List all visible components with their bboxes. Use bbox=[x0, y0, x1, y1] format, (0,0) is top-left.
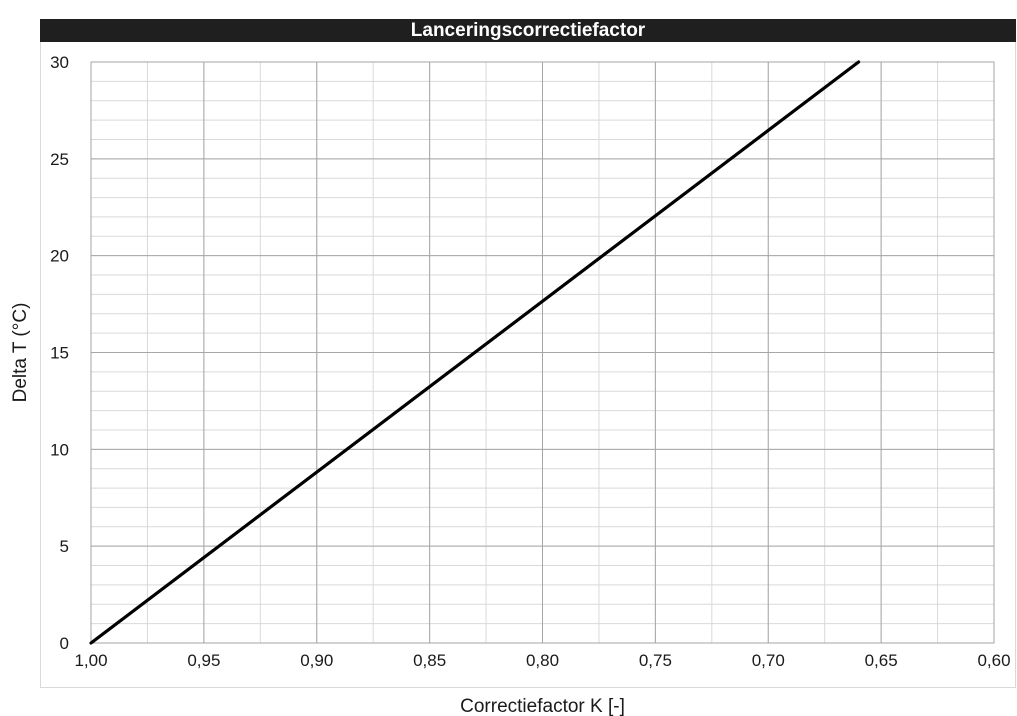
y-tick-label: 10 bbox=[50, 440, 69, 459]
y-tick-label: 30 bbox=[50, 53, 69, 72]
x-tick-label: 0,90 bbox=[300, 651, 333, 670]
x-tick-label: 0,65 bbox=[865, 651, 898, 670]
chart-title: Lanceringscorrectiefactor bbox=[40, 19, 1016, 42]
x-tick-labels: 1,00 0,95 0,90 0,85 0,80 0,75 0,70 0,65 0,60 bbox=[74, 651, 1010, 670]
major-gridlines bbox=[91, 62, 994, 643]
y-tick-label: 20 bbox=[50, 247, 69, 266]
x-tick-label: 0,85 bbox=[413, 651, 446, 670]
x-tick-label: 0,70 bbox=[752, 651, 785, 670]
x-tick-label: 1,00 bbox=[74, 651, 107, 670]
plot-border bbox=[90, 61, 995, 644]
y-tick-labels: 0 5 10 15 20 25 30 bbox=[50, 53, 69, 653]
x-tick-label: 0,75 bbox=[639, 651, 672, 670]
y-tick-label: 25 bbox=[50, 150, 69, 169]
y-tick-label: 0 bbox=[60, 634, 69, 653]
x-tick-label: 0,95 bbox=[187, 651, 220, 670]
x-tick-label: 0,60 bbox=[977, 651, 1010, 670]
x-axis-title: Correctiefactor K [-] bbox=[460, 696, 625, 716]
y-tick-label: 15 bbox=[50, 344, 69, 363]
series-line-1 bbox=[89, 60, 861, 645]
x-tick-label: 0,80 bbox=[526, 651, 559, 670]
y-tick-label: 5 bbox=[60, 537, 69, 556]
y-axis-title: Delta T (°C) bbox=[10, 303, 31, 403]
series-layer bbox=[89, 60, 861, 645]
